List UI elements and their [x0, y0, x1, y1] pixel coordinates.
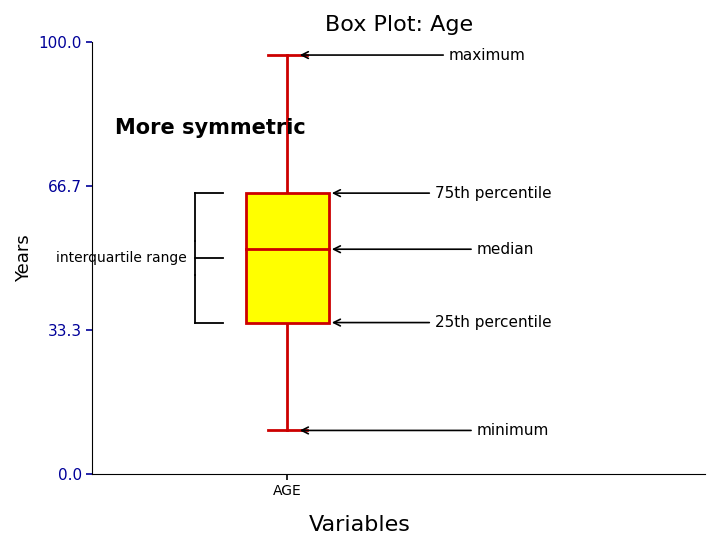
Text: maximum: maximum	[302, 48, 526, 63]
Text: interquartile range: interquartile range	[56, 251, 187, 265]
Text: 25th percentile: 25th percentile	[333, 315, 552, 330]
Text: Variables: Variables	[309, 515, 411, 535]
Text: 75th percentile: 75th percentile	[333, 186, 552, 201]
Title: Box Plot: Age: Box Plot: Age	[325, 15, 473, 35]
Text: minimum: minimum	[302, 423, 549, 438]
Text: More symmetric: More symmetric	[114, 118, 305, 138]
Y-axis label: Years: Years	[15, 234, 33, 282]
Bar	[246, 193, 329, 322]
Text: median: median	[333, 242, 534, 256]
